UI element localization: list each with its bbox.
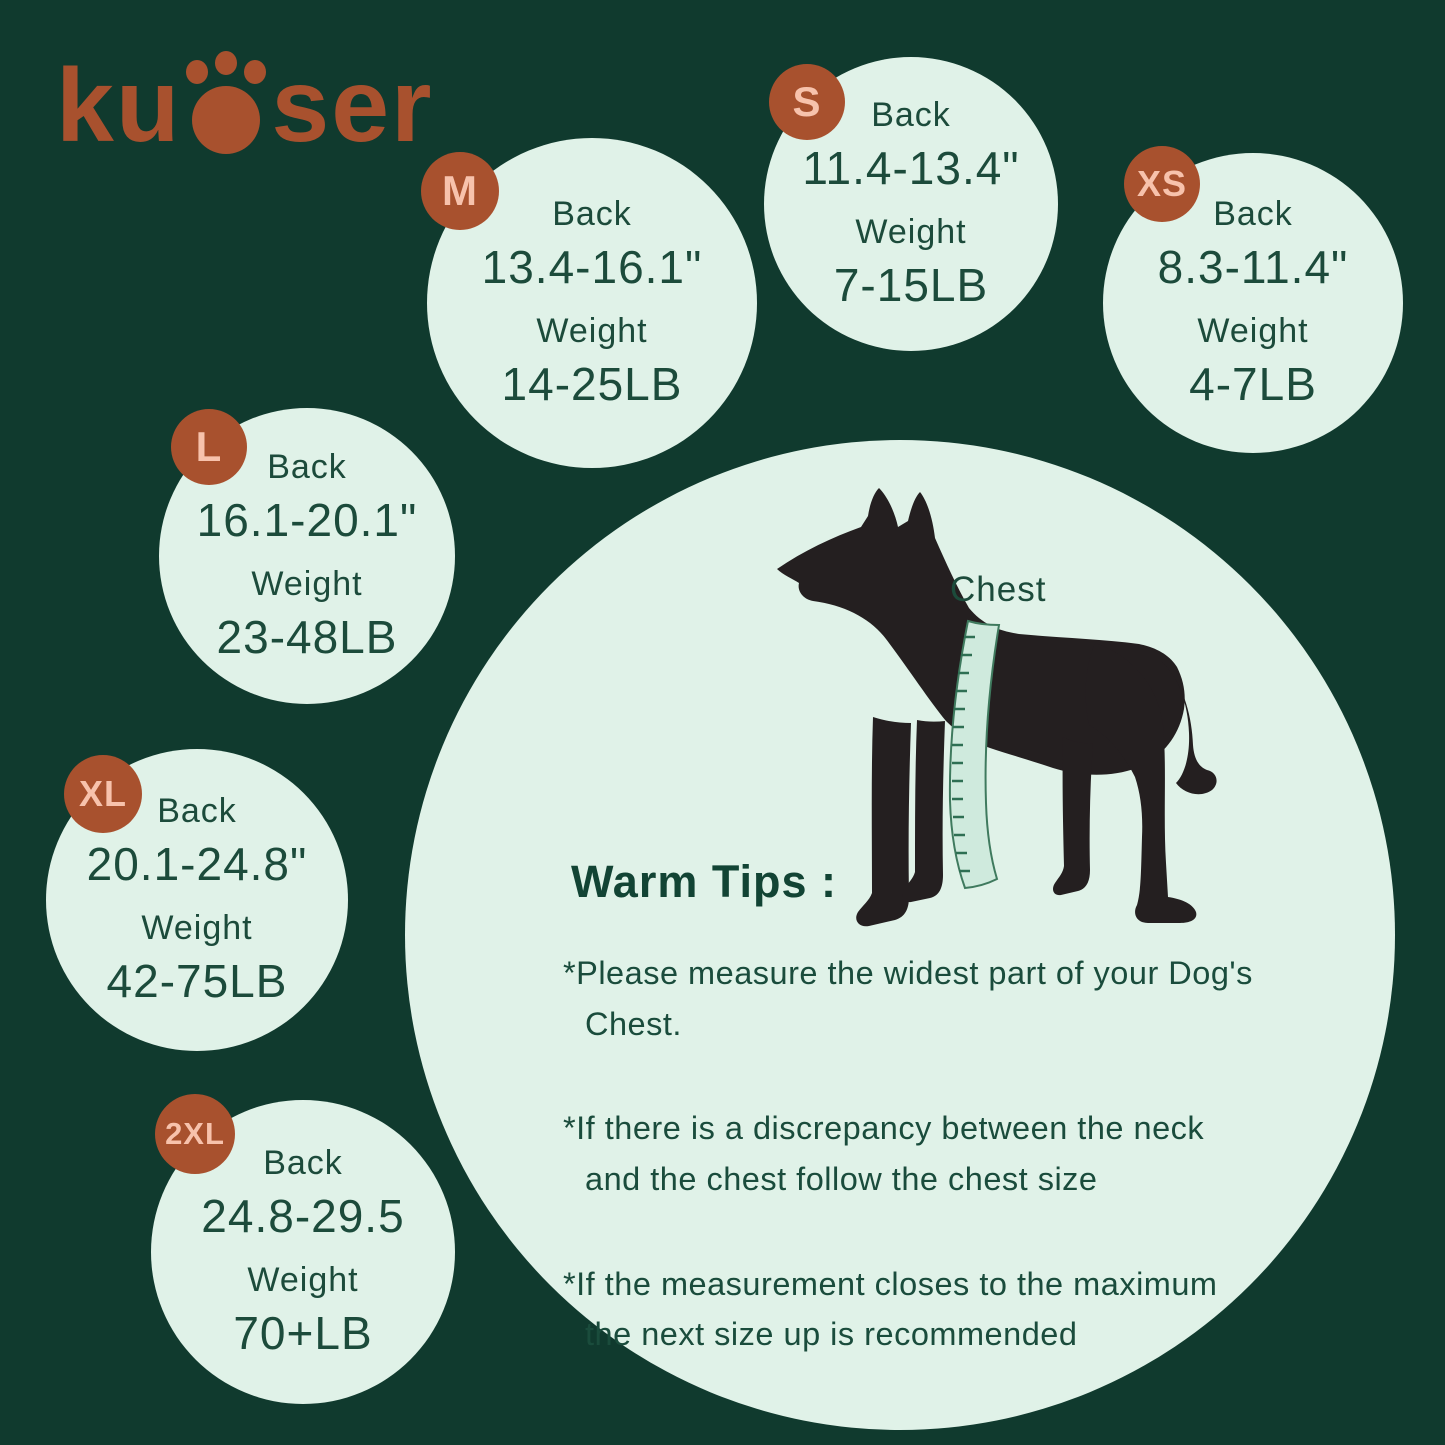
tip-discrepancy: *If there is a discrepancy between the n… — [563, 1110, 1205, 1198]
size-badge-2xl: 2XL — [155, 1094, 235, 1174]
logo-text-ku: ku — [56, 48, 182, 164]
back-label: Back — [871, 96, 951, 134]
weight-label: Weight — [1197, 312, 1309, 350]
back-value: 24.8-29.5 — [201, 1190, 405, 1242]
back-value: 11.4-13.4" — [802, 142, 1020, 194]
back-label: Back — [267, 448, 347, 486]
weight-value: 70+LB — [233, 1307, 373, 1359]
weight-label: Weight — [855, 213, 967, 251]
tip-measure-chest: *Please measure the widest part of your … — [563, 955, 1253, 1042]
chest-label: Chest — [950, 570, 1047, 609]
weight-value: 14-25LB — [501, 358, 683, 410]
weight-label: Weight — [247, 1261, 359, 1299]
back-label: Back — [157, 792, 237, 830]
back-value: 8.3-11.4" — [1157, 241, 1349, 293]
weight-value: 4-7LB — [1189, 358, 1317, 410]
paw-icon — [186, 51, 267, 154]
weight-value: 7-15LB — [833, 259, 989, 311]
size-badge-s: S — [769, 64, 845, 140]
warm-tips-section: Warm Tips : *Please measure the widest p… — [563, 856, 1253, 1414]
tip-size-up: *If the measurement closes to the maximu… — [563, 1265, 1218, 1353]
size-badge-xl: XL — [64, 755, 142, 833]
size-badge-m: M — [421, 152, 499, 230]
weight-label: Weight — [141, 909, 253, 947]
size-circle-s: Back 11.4-13.4" Weight 7-15LB — [764, 57, 1058, 351]
weight-value: 42-75LB — [106, 955, 288, 1007]
weight-label: Weight — [251, 565, 363, 603]
size-badge-l: L — [171, 409, 247, 485]
back-value: 13.4-16.1" — [481, 241, 703, 293]
back-value: 16.1-20.1" — [196, 494, 418, 546]
measuring-tape-icon — [948, 619, 1001, 890]
size-circle-m: Back 13.4-16.1" Weight 14-25LB — [427, 138, 757, 468]
weight-value: 23-48LB — [216, 611, 398, 663]
back-label: Back — [1213, 195, 1293, 233]
size-badge-xs: XS — [1124, 146, 1200, 222]
dog-silhouette-icon — [777, 488, 1217, 927]
weight-label: Weight — [536, 312, 648, 350]
back-label: Back — [263, 1144, 343, 1182]
warm-tips-heading: Warm Tips : — [571, 856, 838, 907]
brand-logo: ku ser — [56, 50, 434, 158]
logo-text-ser: ser — [271, 48, 434, 164]
back-value: 20.1-24.8" — [86, 838, 308, 890]
back-label: Back — [552, 195, 632, 233]
